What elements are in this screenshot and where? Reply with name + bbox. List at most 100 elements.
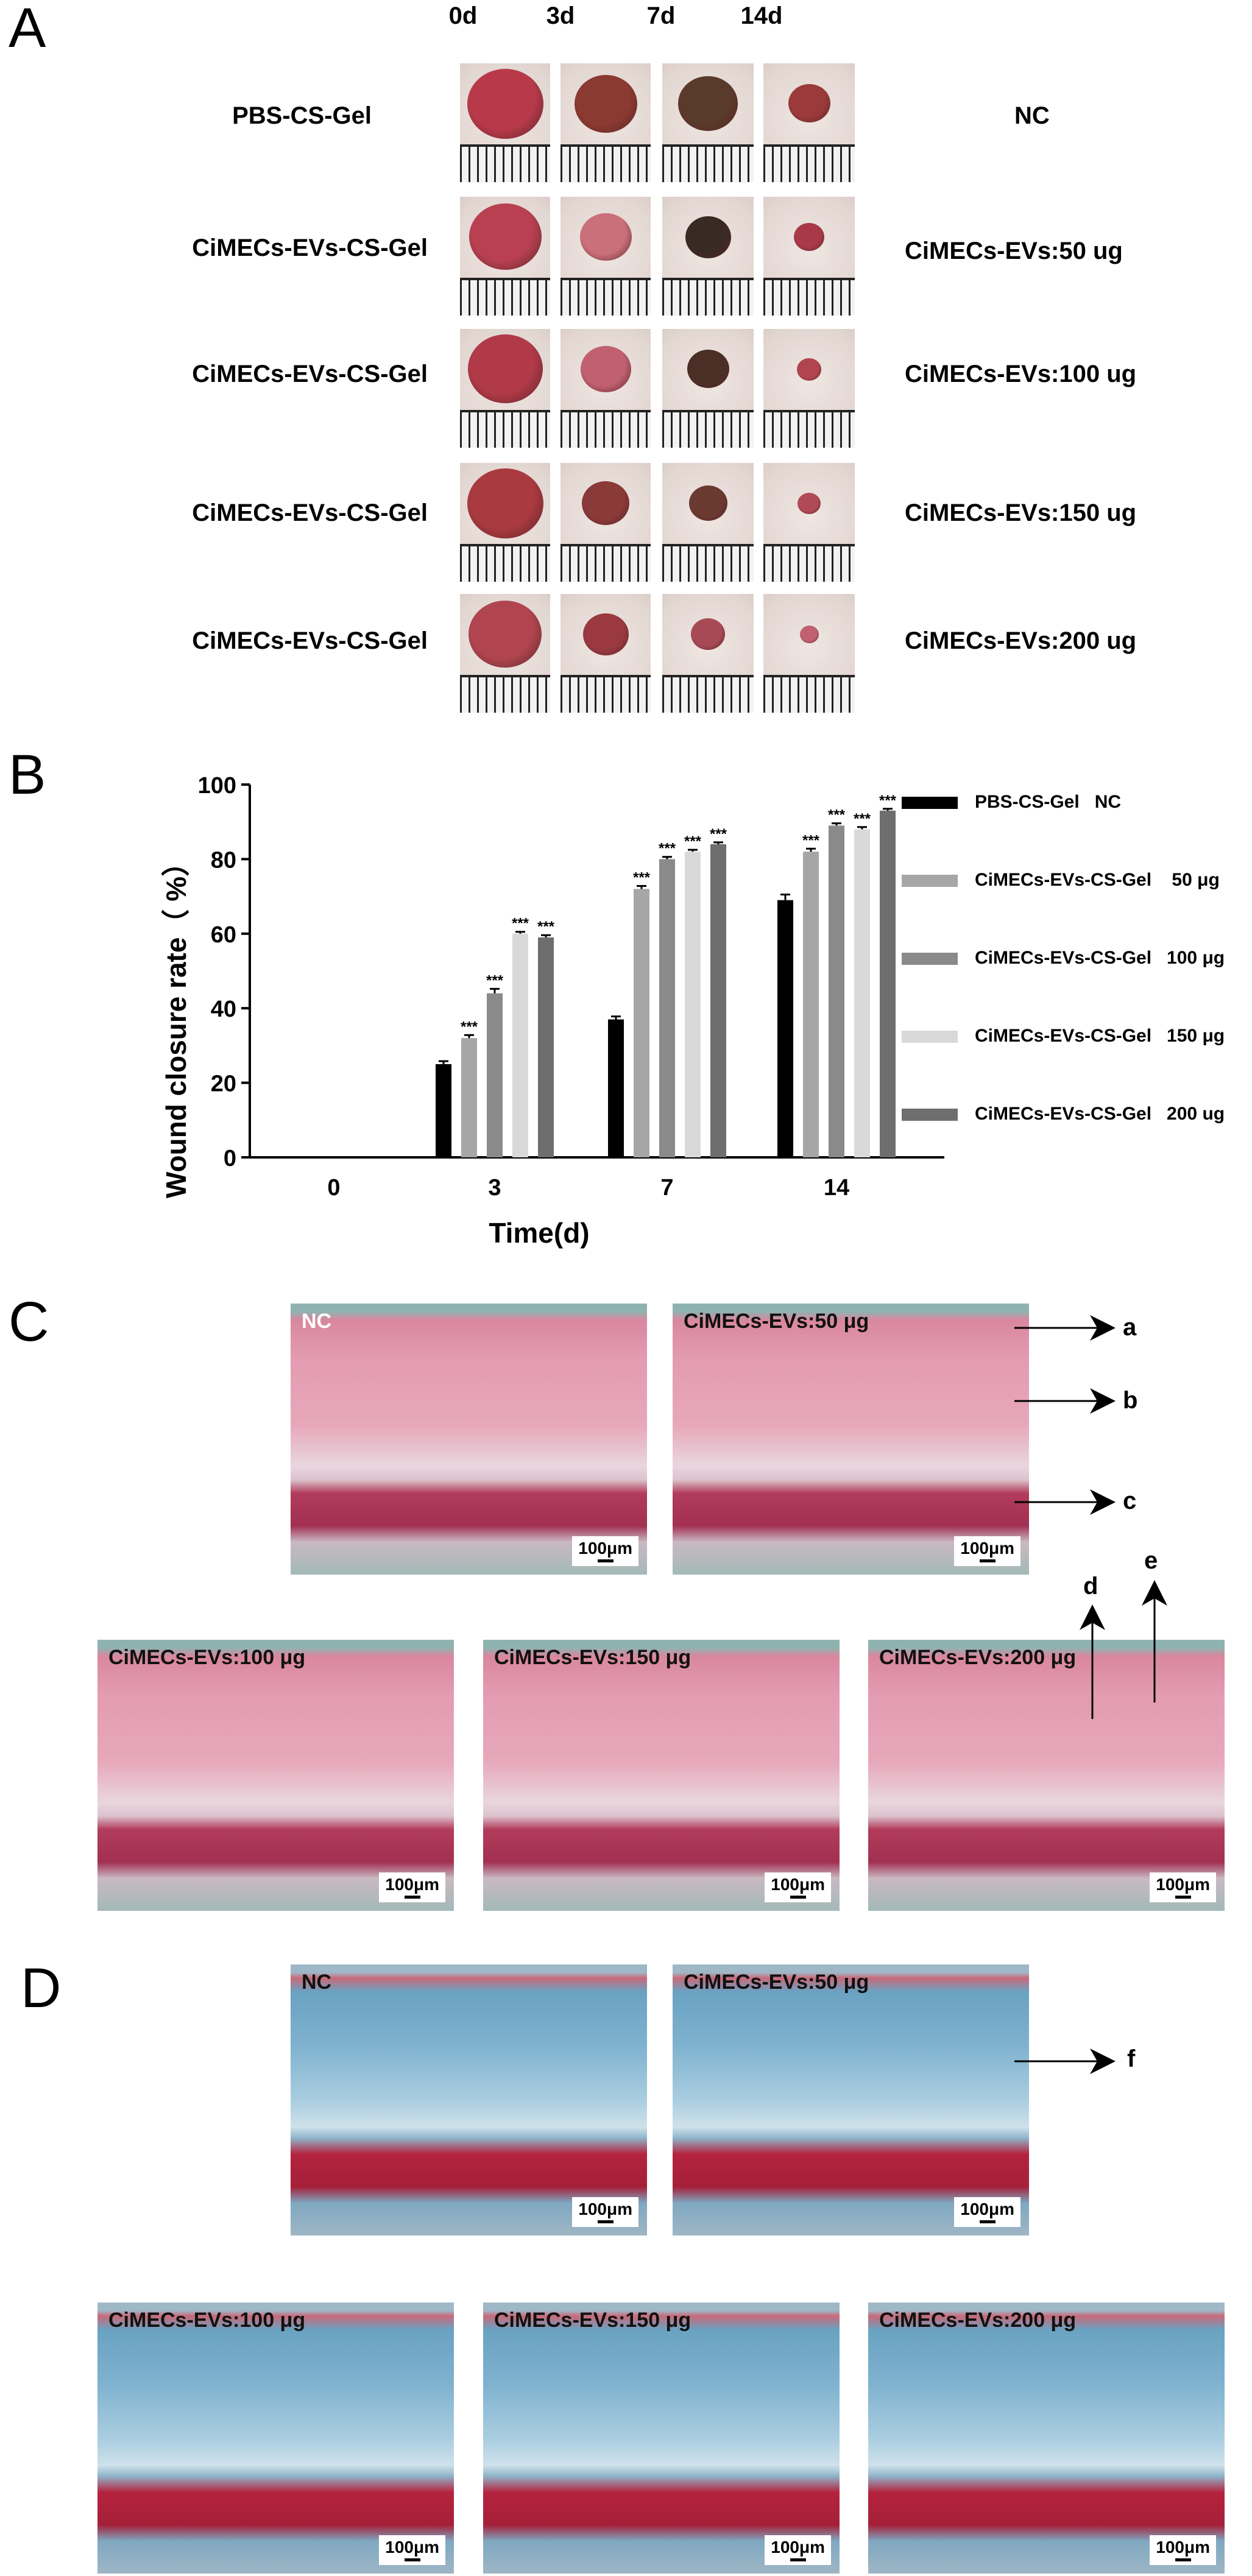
wound-area [800, 626, 819, 643]
wound-area [467, 468, 543, 538]
day-label-14d: 14d [740, 2, 783, 29]
ruler [561, 277, 651, 316]
scale-bar-label: 100μm [385, 2538, 439, 2557]
x-tick-label: 0 [327, 1175, 340, 1201]
wound-photo [763, 594, 855, 713]
scale-bar-label: 100μm [960, 2200, 1014, 2218]
bar [634, 889, 649, 1157]
scale-bar: 100μm [1150, 1872, 1216, 1902]
wound-photo [662, 63, 754, 182]
wound-area [469, 601, 542, 668]
ruler [460, 277, 550, 316]
annotation-e: e [1144, 1547, 1158, 1574]
annotation-a: a [1123, 1314, 1137, 1341]
wound-photo [460, 63, 550, 182]
scale-bar: 100μm [765, 2535, 831, 2565]
ruler [460, 543, 550, 582]
legend-label: CiMECs-EVs-CS-Gel 150 μg [975, 1026, 1225, 1046]
significance-label: *** [633, 869, 651, 886]
annotation-f: f [1127, 2045, 1136, 2072]
histology-image: NC 100μm [291, 1304, 647, 1575]
panel-letter-d: D [21, 1957, 62, 2019]
scale-bar: 100μm [954, 1536, 1020, 1566]
panel-letter-c: C [9, 1291, 49, 1353]
ruler [561, 543, 651, 582]
bar [461, 1038, 477, 1157]
histology-image: CiMECs-EVs:200 μg 100μm [868, 1640, 1225, 1911]
panel-letter-b: B [9, 744, 46, 806]
row-label-right-1: NC [1014, 102, 1050, 129]
ruler [662, 409, 754, 448]
wound-photo [460, 463, 550, 582]
ruler [662, 144, 754, 182]
histology-label: NC [302, 1971, 332, 1994]
ruler [763, 409, 855, 448]
day-label-3d: 3d [546, 2, 575, 29]
histology-image: CiMECs-EVs:100 μg 100μm [97, 2303, 454, 2574]
y-tick-label: 40 [211, 997, 236, 1022]
histology-label: CiMECs-EVs:200 μg [879, 2309, 1077, 2332]
histology-image: CiMECs-EVs:150 μg 100μm [483, 2303, 840, 2574]
ruler [763, 277, 855, 316]
bar [803, 852, 819, 1157]
wound-area [575, 75, 637, 133]
wound-area [678, 76, 738, 131]
bar [854, 829, 870, 1157]
wound-area [582, 481, 629, 525]
scale-bar-label: 100μm [578, 2200, 632, 2218]
scale-bar-label: 100μm [771, 2538, 825, 2557]
wound-photo [561, 594, 651, 713]
ruler [460, 409, 550, 448]
annotation-b: b [1123, 1387, 1138, 1414]
wound-photo [763, 463, 855, 582]
wound-photo [561, 329, 651, 448]
wound-photo [662, 329, 754, 448]
bar [538, 937, 554, 1157]
ruler [561, 144, 651, 182]
ruler [763, 144, 855, 182]
row-label-left-4: CiMECs-EVs-CS-Gel [192, 499, 428, 526]
legend-label: PBS-CS-Gel NC [975, 792, 1121, 812]
histology-label: CiMECs-EVs:200 μg [879, 1646, 1077, 1669]
x-tick-label: 3 [488, 1175, 501, 1201]
row-label-left-1: PBS-CS-Gel [232, 102, 372, 129]
wound-photo [561, 463, 651, 582]
row-label-right-2: CiMECs-EVs:50 ug [905, 238, 1123, 264]
scale-bar: 100μm [572, 2197, 638, 2227]
bar [829, 825, 844, 1157]
wound-area [797, 358, 821, 381]
annotation-c: c [1123, 1487, 1137, 1514]
row-label-right-5: CiMECs-EVs:200 ug [905, 627, 1137, 654]
wound-area [685, 216, 731, 258]
ruler [460, 674, 550, 713]
panel-letter-a: A [9, 0, 46, 59]
chart-bars: *** *** *** *** *** *** *** *** *** *** *** *** [436, 792, 897, 1157]
chart-y-axis-label: Wound closure rate（ %） [160, 849, 192, 1198]
significance-label: *** [537, 919, 555, 935]
ruler [561, 409, 651, 448]
day-label-0d: 0d [448, 2, 478, 29]
legend-swatch [902, 875, 958, 887]
ruler [763, 543, 855, 582]
significance-label: *** [710, 826, 727, 842]
ruler [763, 674, 855, 713]
wound-area [798, 493, 821, 514]
scale-bar-label: 100μm [1156, 2538, 1210, 2557]
ruler [460, 144, 550, 182]
y-tick-label: 100 [198, 773, 236, 799]
wound-photo [763, 197, 855, 316]
wound-photo [460, 329, 550, 448]
bar [512, 933, 528, 1157]
significance-label: *** [659, 841, 676, 857]
x-tick-label: 14 [824, 1175, 849, 1201]
legend-label: CiMECs-EVs-CS-Gel 100 μg [975, 948, 1225, 968]
histology-image: CiMECs-EVs:50 μg 100μm [673, 1964, 1029, 2235]
day-label-7d: 7d [646, 2, 676, 29]
wound-photo [460, 197, 550, 316]
bar [880, 810, 896, 1157]
legend-swatch [902, 797, 958, 809]
row-label-left-5: CiMECs-EVs-CS-Gel [192, 627, 428, 654]
wound-area [691, 618, 725, 650]
